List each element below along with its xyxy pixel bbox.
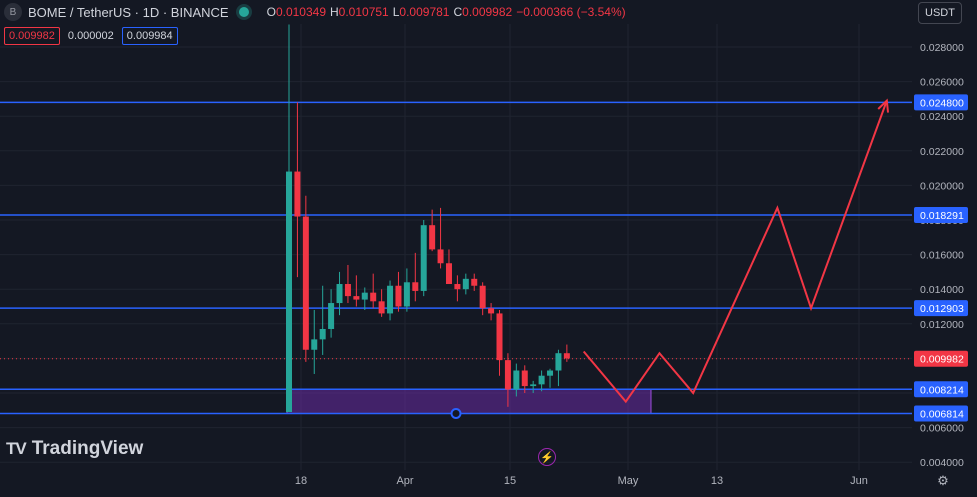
candle-body [445,263,452,285]
time-tick-label: 15 [504,475,516,487]
price-level-label: 0.008214 [920,384,964,396]
candles [286,24,570,413]
candle-body [319,328,326,340]
price-level-label: 0.012903 [920,303,964,315]
candle-body [353,296,360,300]
time-tick-label: Apr [396,475,413,487]
open-label: O [266,5,276,19]
price-tick-label: 0.004000 [920,457,964,469]
candle-body [412,282,419,291]
candle-body [387,285,394,314]
close-value: 0.009982 [462,5,513,19]
candle-body [488,308,495,314]
candle-body [420,225,427,291]
chart-grid [0,24,912,470]
time-axis[interactable]: 18 Apr 15 May 13 Jun [295,475,868,487]
chart-header: B BOME / TetherUS · 1D · BINANCE O 0.0103… [0,0,626,24]
candle-body [504,360,511,390]
low-value: 0.009781 [399,5,450,19]
market-open-dot-icon [238,7,249,17]
candle-body [311,339,318,350]
candle-body [496,313,503,361]
high-value: 0.010751 [338,5,389,19]
tv-logo-mark: TV [6,439,27,458]
projection-line[interactable] [582,100,888,404]
candle-body [479,285,486,309]
price-level-label: 0.006814 [920,409,964,421]
time-tick-label: Jun [850,475,868,487]
candle-body [521,370,528,387]
high-label: H [330,5,339,19]
candle-body [538,375,545,385]
candle-body [286,171,292,413]
current-price-tag [914,350,968,367]
bome-symbol-icon[interactable]: B [4,3,22,21]
price-tick-label: 0.012000 [920,319,964,331]
candle-body [429,225,436,250]
price-level-tag[interactable] [914,381,968,398]
projection-path[interactable] [582,98,890,404]
candle-body [378,301,385,314]
candle-body [462,278,469,290]
gear-icon[interactable]: ⚙ [937,473,949,488]
price-levels [0,101,912,415]
candle-body [555,353,562,371]
projection-arrowhead [877,98,890,113]
symbol-title[interactable]: BOME / TetherUS · 1D · BINANCE [28,4,229,20]
candle-body [302,216,309,350]
price-level-tag[interactable] [914,300,968,317]
low-label: L [392,5,400,19]
price-tick-label: 0.014000 [920,284,964,296]
price-tick-label: 0.024000 [920,111,964,123]
price-level-tag[interactable] [914,94,968,111]
candle-body [328,303,335,329]
price-tick-label: 0.020000 [920,180,964,192]
time-tick-label: May [618,475,639,487]
price-tick-label: 0.016000 [920,250,964,262]
candle-body [370,292,377,302]
candle-body [563,353,570,359]
price-level-tag[interactable] [914,206,968,223]
price-tick-label: 0.026000 [920,77,964,89]
candle-body [395,285,402,307]
time-tick-label: 18 [295,475,307,487]
candle-body [513,370,520,390]
candle-body [294,171,301,217]
price-level-tag[interactable] [914,405,968,422]
open-value: 0.010349 [275,5,326,19]
candle-body [471,278,478,286]
candle-body [344,284,351,297]
price-tick-label: 0.022000 [920,146,964,158]
tv-logo-text: TradingView [31,438,144,459]
change-value: −0.000366 (−3.54%) [516,5,626,19]
candle-body [403,282,410,307]
candle-body [547,370,554,376]
candle-body [336,284,343,304]
candle-body [361,292,368,300]
buy-price-button[interactable]: 0.009984 [121,27,178,45]
candle-body [454,284,461,290]
price-level-label: 0.018291 [920,210,964,222]
currency-button[interactable]: USDT [918,2,962,24]
price-axis[interactable]: 0.028000 0.026000 0.024000 0.022000 0.020000… [912,24,977,470]
price-tick-label: 0.006000 [920,423,964,435]
candle-body [530,384,537,387]
spread-value: 0.000002 [67,30,114,42]
current-price-label: 0.009982 [920,354,964,366]
support-zone[interactable] [286,388,652,415]
time-tick-label: 13 [711,475,723,487]
zone-drag-handle[interactable] [450,408,462,420]
price-tick-label: 0.028000 [920,42,964,54]
lightning-icon[interactable]: ⚡ [538,448,556,466]
price-axis-bg [912,24,977,470]
price-level-label: 0.024800 [920,97,964,109]
candle-body [437,249,444,264]
sell-price-button[interactable]: 0.009982 [4,27,60,45]
close-label: C [453,5,463,19]
tradingview-logo[interactable]: TV TradingView [6,438,143,460]
bid-ask-row: 0.009982 0.000002 0.009984 [4,27,178,45]
